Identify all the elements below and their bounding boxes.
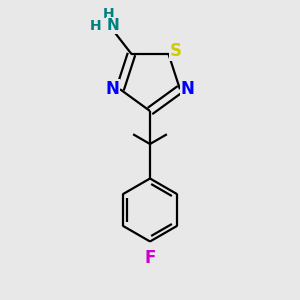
Text: N: N	[106, 18, 119, 33]
Text: H: H	[90, 19, 101, 32]
Text: N: N	[181, 80, 194, 98]
Text: H: H	[102, 7, 114, 21]
Text: F: F	[144, 249, 156, 267]
Text: N: N	[106, 80, 119, 98]
Text: S: S	[170, 42, 182, 60]
